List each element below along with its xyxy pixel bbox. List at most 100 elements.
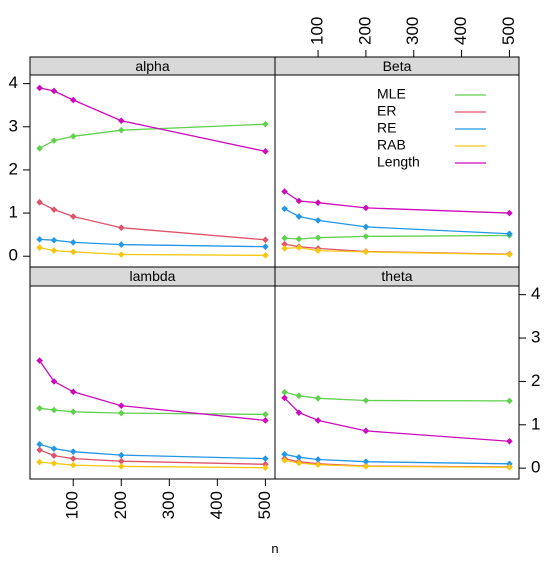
data-point-alpha-er-500 — [262, 236, 269, 244]
x-tick-label-top-100: 100 — [308, 17, 327, 45]
data-point-lambda-rab-500 — [262, 464, 269, 472]
data-point-theta-length-60 — [295, 409, 303, 416]
x-tick-label-top-500: 500 — [499, 17, 518, 45]
data-point-theta-re-500 — [506, 460, 513, 468]
data-point-alpha-mle-100 — [69, 132, 77, 140]
y-tick-label-right-2: 2 — [531, 371, 540, 390]
data-point-lambda-mle-500 — [262, 411, 269, 418]
data-point-lambda-re-200 — [117, 451, 125, 459]
data-point-alpha-mle-30 — [36, 145, 43, 152]
data-point-alpha-mle-200 — [117, 126, 125, 134]
data-point-alpha-rab-30 — [36, 244, 43, 251]
data-point-alpha-mle-60 — [50, 137, 58, 144]
strip-label-lambda: lambda — [130, 268, 176, 284]
data-point-lambda-er-60 — [50, 452, 58, 459]
data-point-lambda-length-30 — [36, 357, 43, 364]
y-tick-label-right-3: 3 — [531, 328, 540, 347]
data-point-theta-rab-100 — [314, 461, 322, 468]
y-tick-label-left-0: 0 — [9, 246, 18, 265]
data-point-Beta-rab-500 — [506, 251, 513, 258]
data-point-lambda-rab-100 — [69, 461, 77, 469]
data-point-theta-re-30 — [281, 450, 288, 458]
y-tick-label-right-4: 4 — [531, 284, 540, 303]
data-point-alpha-re-500 — [262, 243, 269, 251]
data-point-alpha-er-60 — [50, 206, 58, 213]
data-point-theta-length-100 — [314, 417, 322, 424]
data-point-theta-length-30 — [281, 394, 288, 402]
panel-strips: alpha Beta lambda theta — [29, 56, 520, 287]
data-point-theta-length-200 — [362, 427, 370, 435]
data-point-lambda-length-60 — [50, 378, 58, 385]
legend-label-er: ER — [377, 103, 396, 119]
data-point-Beta-length-30 — [281, 188, 288, 195]
data-point-Beta-rab-60 — [295, 244, 303, 251]
data-point-Beta-mle-60 — [295, 235, 303, 243]
data-point-Beta-mle-30 — [281, 234, 288, 242]
x-tick-label-bottom-400: 400 — [207, 491, 226, 519]
data-point-Beta-length-500 — [506, 209, 513, 217]
data-point-alpha-rab-500 — [262, 252, 269, 259]
data-point-theta-rab-30 — [281, 457, 288, 464]
x-tick-label-bottom-200: 200 — [111, 491, 130, 519]
data-point-theta-re-100 — [314, 456, 322, 463]
data-point-lambda-re-500 — [262, 455, 269, 462]
legend-label-rab: RAB — [377, 137, 406, 153]
data-point-theta-re-200 — [362, 458, 370, 465]
panel-frames — [29, 74, 520, 480]
data-point-alpha-re-100 — [69, 239, 77, 246]
data-point-Beta-rab-200 — [362, 248, 370, 256]
data-point-lambda-er-200 — [117, 457, 125, 465]
data-point-alpha-length-100 — [69, 96, 77, 104]
data-point-lambda-re-100 — [69, 448, 77, 455]
data-point-lambda-er-30 — [36, 446, 43, 454]
data-point-lambda-re-60 — [50, 445, 58, 452]
data-point-Beta-re-60 — [295, 213, 303, 220]
data-point-lambda-length-200 — [117, 402, 125, 410]
data-point-lambda-mle-100 — [69, 408, 77, 416]
data-point-lambda-re-30 — [36, 441, 43, 448]
y-tick-label-left-4: 4 — [9, 73, 18, 92]
data-point-lambda-rab-200 — [117, 463, 125, 470]
data-point-alpha-rab-60 — [50, 247, 58, 254]
data-point-lambda-mle-60 — [50, 406, 58, 414]
data-point-Beta-re-500 — [506, 230, 513, 238]
x-tick-label-bottom-300: 300 — [159, 491, 178, 519]
data-point-theta-rab-200 — [362, 463, 370, 470]
y-tick-label-left-2: 2 — [9, 159, 18, 178]
legend-label-length: Length — [377, 154, 420, 170]
x-tick-label-top-400: 400 — [451, 17, 470, 45]
data-point-theta-rab-500 — [506, 463, 513, 471]
data-point-alpha-rab-200 — [117, 251, 125, 258]
data-point-alpha-mle-500 — [262, 120, 269, 128]
data-point-theta-mle-100 — [314, 395, 322, 402]
data-point-theta-rab-60 — [295, 459, 303, 467]
strip-label-alpha: alpha — [135, 58, 169, 74]
data-point-alpha-er-200 — [117, 224, 125, 232]
data-point-theta-mle-30 — [281, 388, 288, 396]
data-point-alpha-rab-100 — [69, 248, 77, 256]
data-point-Beta-length-200 — [362, 204, 370, 212]
data-point-Beta-er-30 — [281, 240, 288, 248]
panel-frame-alpha — [29, 74, 276, 268]
data-point-Beta-rab-30 — [281, 245, 288, 252]
strip-label-theta: theta — [381, 268, 412, 284]
data-point-lambda-length-500 — [262, 417, 269, 424]
x-axis-title: n — [271, 541, 278, 556]
data-point-lambda-length-100 — [69, 388, 77, 396]
series-points — [36, 84, 513, 472]
data-point-alpha-length-200 — [117, 117, 125, 125]
data-point-lambda-mle-30 — [36, 405, 43, 412]
legend-label-re: RE — [377, 120, 396, 136]
data-point-Beta-mle-100 — [314, 234, 322, 241]
data-point-Beta-length-60 — [295, 197, 303, 205]
data-point-alpha-er-30 — [36, 198, 43, 206]
x-tick-label-bottom-500: 500 — [255, 491, 274, 519]
data-point-theta-mle-500 — [506, 397, 513, 405]
data-point-alpha-re-30 — [36, 236, 43, 243]
data-point-lambda-rab-60 — [50, 460, 58, 467]
y-tick-label-right-1: 1 — [531, 414, 540, 433]
data-point-alpha-re-200 — [117, 241, 125, 248]
data-point-theta-mle-200 — [362, 397, 370, 404]
data-point-alpha-re-60 — [50, 236, 58, 244]
